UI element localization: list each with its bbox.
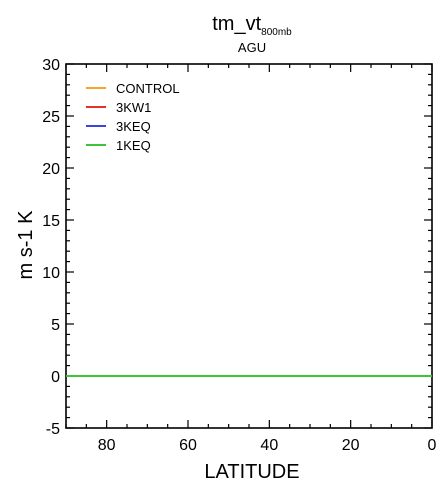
x-tick-label: 20 [342, 437, 360, 454]
legend: CONTROL 3KW1 3KEQ 1KEQ [86, 81, 180, 153]
x-tick-label: 60 [179, 437, 197, 454]
y-tick-label: 5 [51, 317, 60, 334]
legend-label-control: CONTROL [116, 81, 180, 96]
y-tick-label: 20 [42, 161, 60, 178]
chart-subtitle: AGU [238, 40, 266, 55]
legend-label-3keq: 3KEQ [116, 119, 151, 134]
x-tick-label: 80 [98, 437, 116, 454]
y-tick-label: 0 [51, 369, 60, 386]
y-tick-label: 30 [42, 57, 60, 74]
x-axis-ticks: 80 60 40 20 0 [65, 64, 437, 454]
chart-title-main: tm_vt [212, 13, 261, 35]
chart-title-subscript: 800mb [261, 27, 292, 38]
y-tick-label: 25 [42, 109, 60, 126]
y-axis-label: m s-1 K [15, 210, 37, 280]
y-tick-label: -5 [46, 421, 60, 438]
y-tick-label: 15 [42, 213, 60, 230]
legend-label-1keq: 1KEQ [116, 138, 151, 153]
chart-title: tm_vt800mb [212, 13, 292, 38]
x-tick-label: 0 [428, 437, 437, 454]
y-axis-ticks: -5 0 5 10 15 20 25 30 [42, 57, 432, 438]
legend-label-3kw1: 3KW1 [116, 100, 151, 115]
x-tick-label: 40 [260, 437, 278, 454]
y-tick-label: 10 [42, 265, 60, 282]
chart-title-text: tm_vt800mb [212, 13, 292, 38]
x-axis-label: LATITUDE [204, 461, 299, 483]
